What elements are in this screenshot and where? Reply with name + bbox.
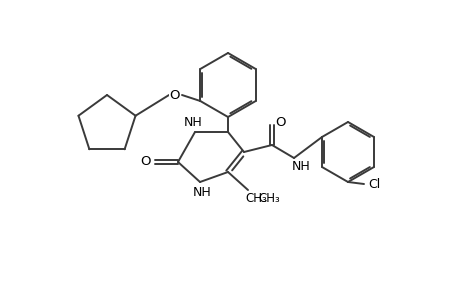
- Text: NH: NH: [183, 116, 202, 128]
- Text: NH: NH: [192, 187, 211, 200]
- Text: NH: NH: [291, 160, 310, 172]
- Text: O: O: [169, 88, 180, 101]
- Text: O: O: [275, 116, 285, 128]
- Text: O: O: [140, 154, 151, 167]
- Text: CH₃: CH₃: [245, 191, 266, 205]
- Text: CH₃: CH₃: [257, 191, 279, 205]
- Text: Cl: Cl: [367, 178, 379, 190]
